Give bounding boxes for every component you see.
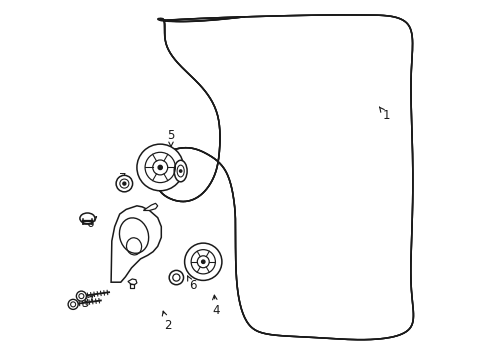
Text: 3: 3 (81, 295, 93, 310)
Ellipse shape (80, 213, 95, 224)
Circle shape (122, 182, 125, 185)
Polygon shape (111, 206, 161, 282)
Circle shape (201, 260, 204, 264)
Text: 5: 5 (167, 129, 174, 147)
Ellipse shape (116, 175, 132, 192)
Text: 6: 6 (187, 276, 196, 292)
Circle shape (169, 270, 183, 285)
Circle shape (184, 243, 222, 280)
Ellipse shape (119, 218, 148, 253)
Circle shape (179, 170, 182, 172)
Text: 6: 6 (86, 216, 97, 230)
Circle shape (137, 144, 183, 191)
Circle shape (197, 256, 209, 268)
Polygon shape (143, 203, 158, 211)
Text: 7: 7 (119, 172, 126, 185)
Circle shape (76, 291, 86, 301)
Circle shape (152, 160, 167, 175)
Circle shape (68, 300, 78, 309)
Polygon shape (128, 279, 137, 285)
Text: 1: 1 (379, 107, 389, 122)
Circle shape (158, 165, 162, 170)
Text: 2: 2 (162, 311, 171, 332)
Ellipse shape (174, 160, 187, 182)
Text: 4: 4 (212, 295, 219, 318)
